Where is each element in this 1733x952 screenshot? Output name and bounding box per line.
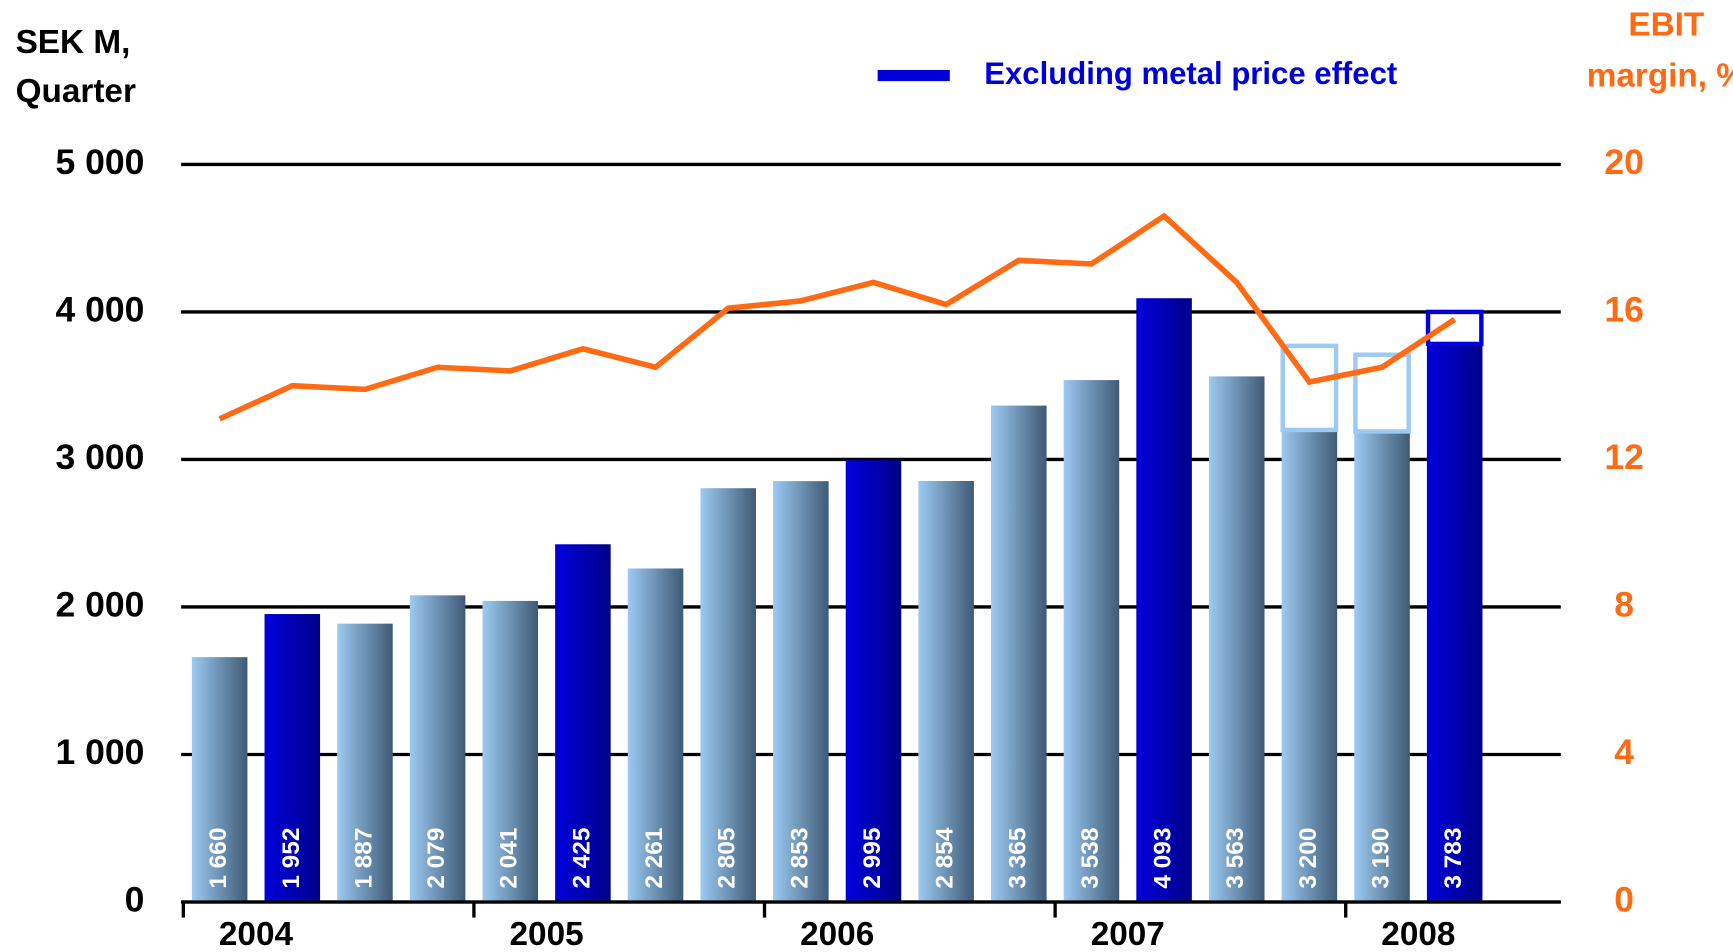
bar-value-label: 3 563 [1222,828,1249,889]
bar [337,623,393,903]
bar-value-label: 3 200 [1295,828,1322,889]
bar-value-label: 2 853 [786,828,813,889]
y2-tick-label: 12 [1604,437,1644,477]
bar [627,568,684,903]
legend-label: Excluding metal price effect [984,56,1397,91]
bar [555,544,611,903]
bar-value-label: 4 093 [1150,828,1177,889]
bar [1136,298,1192,903]
bar [1426,343,1483,903]
bar [991,405,1047,903]
y-axis-title: SEK M, [16,24,131,61]
bar-value-label: 2 261 [641,828,668,889]
bar-value-label: 1 952 [278,828,305,889]
y-tick-label: 0 [125,879,145,919]
outline-bar [1425,309,1484,347]
y2-tick-label: 20 [1604,142,1644,182]
bar [1281,429,1338,903]
bar-value-label: 1 887 [350,828,377,889]
bar-value-label: 3 783 [1440,828,1467,889]
group-label: 2006 [800,916,874,952]
y2-axis-title: margin, % [1587,58,1733,95]
y2-axis-title: EBIT [1628,6,1704,43]
bar-value-label: 1 660 [205,828,232,889]
bar-value-label: 3 365 [1004,828,1031,889]
bar-value-label: 2 805 [714,828,741,889]
bar [1354,431,1410,903]
bar [918,480,974,903]
y-tick-label: 5 000 [56,142,145,182]
group-label: 2008 [1381,916,1455,952]
group-label: 2004 [219,916,294,952]
y2-tick-label: 8 [1614,584,1634,624]
y-axis-title: Quarter [16,73,136,110]
bar [1063,380,1120,903]
bar [773,481,829,903]
bar-value-label: 2 995 [859,828,886,889]
y-tick-label: 4 000 [56,289,145,329]
y-tick-label: 2 000 [56,584,145,624]
group-label: 2007 [1091,916,1165,952]
bar-value-label: 2 425 [568,828,595,889]
y-tick-label: 3 000 [56,437,145,477]
bar [264,614,321,903]
bar-value-label: 2 041 [496,828,523,889]
bar [1208,376,1265,903]
bar-value-label: 2 079 [423,828,450,889]
bar-value-label: 3 190 [1367,828,1394,889]
bar [700,488,756,903]
y-tick-label: 1 000 [56,732,145,772]
bar [482,600,539,903]
bar [845,460,902,903]
outline-bar [1280,343,1339,433]
y2-tick-label: 0 [1614,879,1634,919]
outline-bar [1353,352,1411,434]
bar [191,657,248,903]
y2-tick-label: 4 [1614,732,1634,772]
y2-tick-label: 16 [1604,289,1644,329]
bar-value-label: 3 538 [1077,828,1104,889]
line [218,212,1457,422]
group-label: 2005 [510,916,584,952]
bar [409,595,466,903]
bar-value-label: 2 854 [932,827,959,889]
